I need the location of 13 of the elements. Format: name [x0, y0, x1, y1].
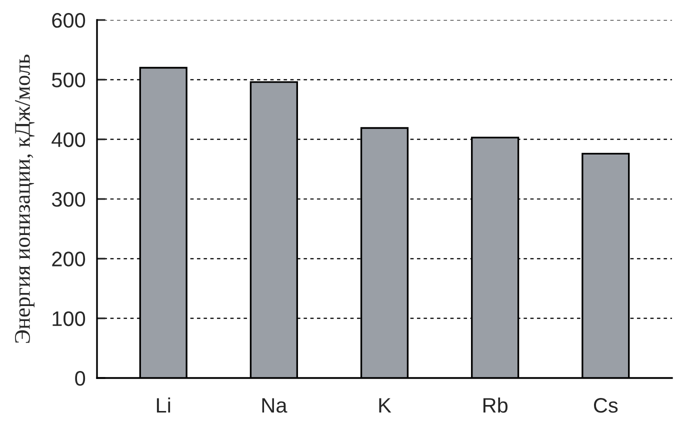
y-tick-label: 500 — [52, 72, 86, 88]
x-tick-label: K — [379, 398, 392, 413]
y-tick-label: 200 — [52, 252, 86, 266]
x-tick-label: Na — [262, 398, 288, 413]
y-axis-title: Энергия ионизации, кДж/моль — [15, 54, 34, 343]
x-tick-label: Rb — [483, 397, 508, 413]
y-tick-label: 300 — [52, 192, 86, 207]
x-tick-label: Li — [156, 397, 170, 413]
y-tick-label: 600 — [52, 13, 86, 28]
y-tick-label: 400 — [52, 132, 86, 148]
x-tick-label: Cs — [594, 398, 618, 413]
y-tick-label: 100 — [52, 311, 86, 326]
y-tick-label: 0 — [75, 371, 86, 386]
